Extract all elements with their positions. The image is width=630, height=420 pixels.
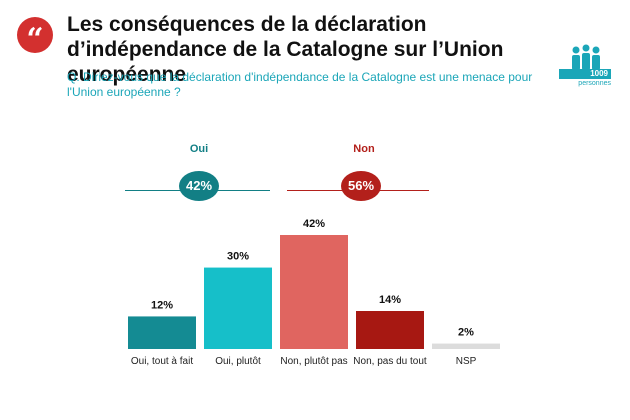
bar-value-label: 14% bbox=[379, 294, 401, 306]
summary-oui-label: Oui bbox=[189, 143, 209, 155]
bar-2 bbox=[280, 235, 348, 349]
page-title: Les conséquences de la déclaration d’ind… bbox=[67, 13, 504, 86]
category-label: NSP bbox=[456, 356, 477, 367]
sample-size-badge: 1009 personnes bbox=[559, 44, 611, 88]
category-label: Non, pas du tout bbox=[353, 356, 427, 367]
category-label: Non, plutôt pas bbox=[280, 356, 347, 367]
bar-value-label: 30% bbox=[227, 251, 249, 263]
bar-3 bbox=[356, 311, 424, 349]
bar-1 bbox=[204, 267, 272, 349]
bar-0 bbox=[128, 316, 196, 349]
summary-oui-value: 42% bbox=[179, 171, 219, 201]
category-label: Oui, plutôt bbox=[215, 356, 261, 367]
quote-icon: “ bbox=[17, 17, 53, 57]
sample-count: 1009 bbox=[559, 69, 611, 79]
bar-value-label: 42% bbox=[303, 218, 325, 230]
sample-label: personnes bbox=[578, 80, 611, 87]
bar-4 bbox=[432, 343, 500, 349]
category-label: Oui, tout à fait bbox=[131, 356, 193, 367]
survey-question: Q. Diriez-vous que la déclaration d'indé… bbox=[67, 70, 533, 99]
people-icon bbox=[572, 44, 600, 70]
summary-non-value: 56% bbox=[341, 171, 381, 201]
summary-non-label: Non bbox=[353, 143, 375, 155]
bar-value-label: 2% bbox=[458, 327, 474, 339]
bar-value-label: 12% bbox=[151, 299, 173, 311]
